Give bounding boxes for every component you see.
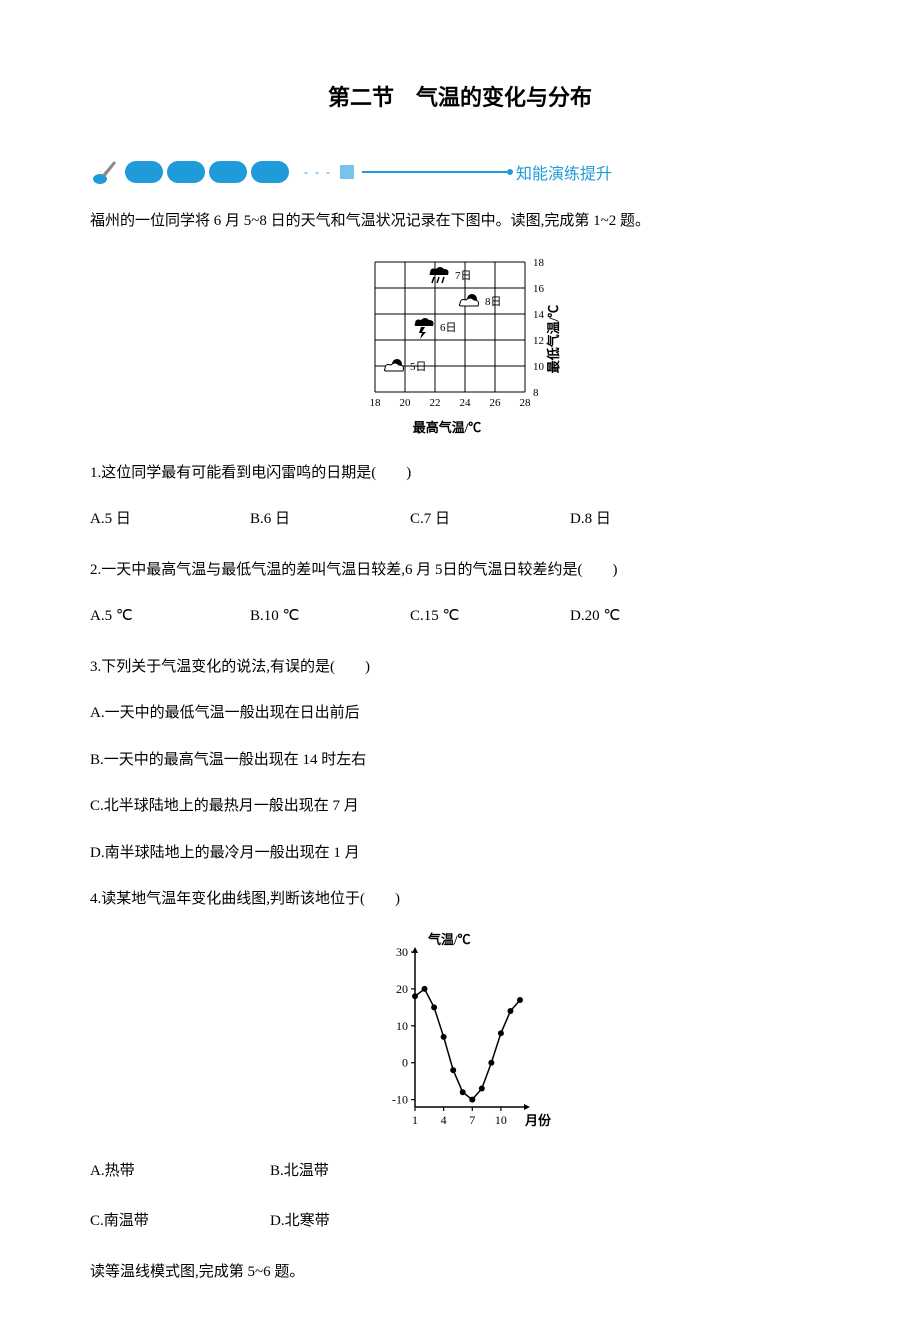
q4-options-row2: C.南温带 D.北寒带 (90, 1207, 830, 1236)
svg-text:气温/℃: 气温/℃ (428, 932, 471, 947)
q2-opt-a: A.5 ℃ (90, 602, 250, 631)
svg-text:-10: -10 (392, 1092, 408, 1106)
question-3: 3.下列关于气温变化的说法,有误的是( ) (90, 653, 830, 682)
svg-text:18: 18 (370, 397, 382, 409)
svg-text:0: 0 (402, 1055, 408, 1069)
svg-text:20: 20 (400, 397, 412, 409)
svg-text:最高气温/℃: 最高气温/℃ (413, 420, 482, 434)
q4-opt-b: B.北温带 (270, 1157, 450, 1186)
svg-text:最低气温/℃: 最低气温/℃ (546, 304, 561, 373)
section-banner: - - - 知能演练提升 (90, 152, 830, 192)
q4-opt-a: A.热带 (90, 1157, 270, 1186)
banner-dot (507, 169, 513, 175)
q3-opt-a: A.一天中的最低气温一般出现在日出前后 (90, 699, 830, 728)
q4-opt-c: C.南温带 (90, 1207, 270, 1236)
q2-opt-d: D.20 ℃ (570, 602, 730, 631)
q1-opt-d: D.8 日 (570, 505, 730, 534)
weather-temp-chart: 5日 6日 7日 8日 18 20 22 24 26 28 8 10 12 14 16 18 最高气温/℃… (340, 254, 580, 434)
svg-text:24: 24 (460, 397, 472, 409)
svg-text:8日: 8日 (485, 296, 502, 308)
svg-text:7: 7 (469, 1113, 475, 1127)
svg-text:7日: 7日 (455, 270, 472, 282)
question-2: 2.一天中最高气温与最低气温的差叫气温日较差,6 月 5日的气温日较差约是( ) (90, 556, 830, 585)
q3-opt-d: D.南半球陆地上的最冷月一般出现在 1 月 (90, 839, 830, 868)
svg-text:18: 18 (533, 257, 545, 269)
banner-pills (125, 161, 289, 183)
annual-temp-chart: 气温/℃ -10 0 10 20 30 1 4 7 10 月份 (360, 932, 560, 1132)
q1-options: A.5 日 B.6 日 C.7 日 D.8 日 (90, 505, 830, 534)
q1-opt-c: C.7 日 (410, 505, 570, 534)
svg-text:22: 22 (430, 397, 441, 409)
svg-text:5日: 5日 (410, 361, 427, 373)
banner-line (362, 171, 507, 173)
q2-opt-c: C.15 ℃ (410, 602, 570, 631)
q1-opt-b: B.6 日 (250, 505, 410, 534)
q4-opt-d: D.北寒带 (270, 1207, 450, 1236)
svg-text:月份: 月份 (524, 1113, 552, 1128)
svg-text:30: 30 (396, 945, 408, 959)
page-title: 第二节 气温的变化与分布 (90, 80, 830, 112)
q2-options: A.5 ℃ B.10 ℃ C.15 ℃ D.20 ℃ (90, 602, 830, 631)
chart1-container: 5日 6日 7日 8日 18 20 22 24 26 28 8 10 12 14 16 18 最高气温/℃… (90, 254, 830, 434)
banner-square (340, 165, 354, 179)
svg-text:28: 28 (520, 397, 532, 409)
question-4: 4.读某地气温年变化曲线图,判断该地位于( ) (90, 885, 830, 914)
svg-text:12: 12 (533, 335, 544, 347)
question-1: 1.这位同学最有可能看到电闪雷鸣的日期是( ) (90, 459, 830, 488)
svg-text:4: 4 (441, 1113, 447, 1127)
q2-opt-b: B.10 ℃ (250, 602, 410, 631)
svg-text:16: 16 (533, 283, 545, 295)
intro2-text: 读等温线模式图,完成第 5~6 题。 (90, 1258, 830, 1287)
banner-dots: - - - (304, 165, 332, 180)
svg-text:26: 26 (490, 397, 502, 409)
svg-text:1: 1 (412, 1113, 418, 1127)
svg-text:14: 14 (533, 309, 545, 321)
chart2-container: 气温/℃ -10 0 10 20 30 1 4 7 10 月份 (90, 932, 830, 1132)
intro-text: 福州的一位同学将 6 月 5~8 日的天气和气温状况记录在下图中。读图,完成第 … (90, 207, 830, 236)
svg-text:8: 8 (533, 387, 539, 399)
q4-options-row1: A.热带 B.北温带 (90, 1157, 830, 1186)
svg-text:20: 20 (396, 981, 408, 995)
brush-icon (90, 157, 120, 187)
banner-label: 知能演练提升 (516, 160, 612, 184)
svg-text:10: 10 (533, 361, 545, 373)
svg-text:10: 10 (396, 1018, 408, 1032)
svg-text:10: 10 (495, 1113, 507, 1127)
q3-opt-c: C.北半球陆地上的最热月一般出现在 7 月 (90, 792, 830, 821)
q1-opt-a: A.5 日 (90, 505, 250, 534)
q3-opt-b: B.一天中的最高气温一般出现在 14 时左右 (90, 746, 830, 775)
svg-text:6日: 6日 (440, 322, 457, 334)
